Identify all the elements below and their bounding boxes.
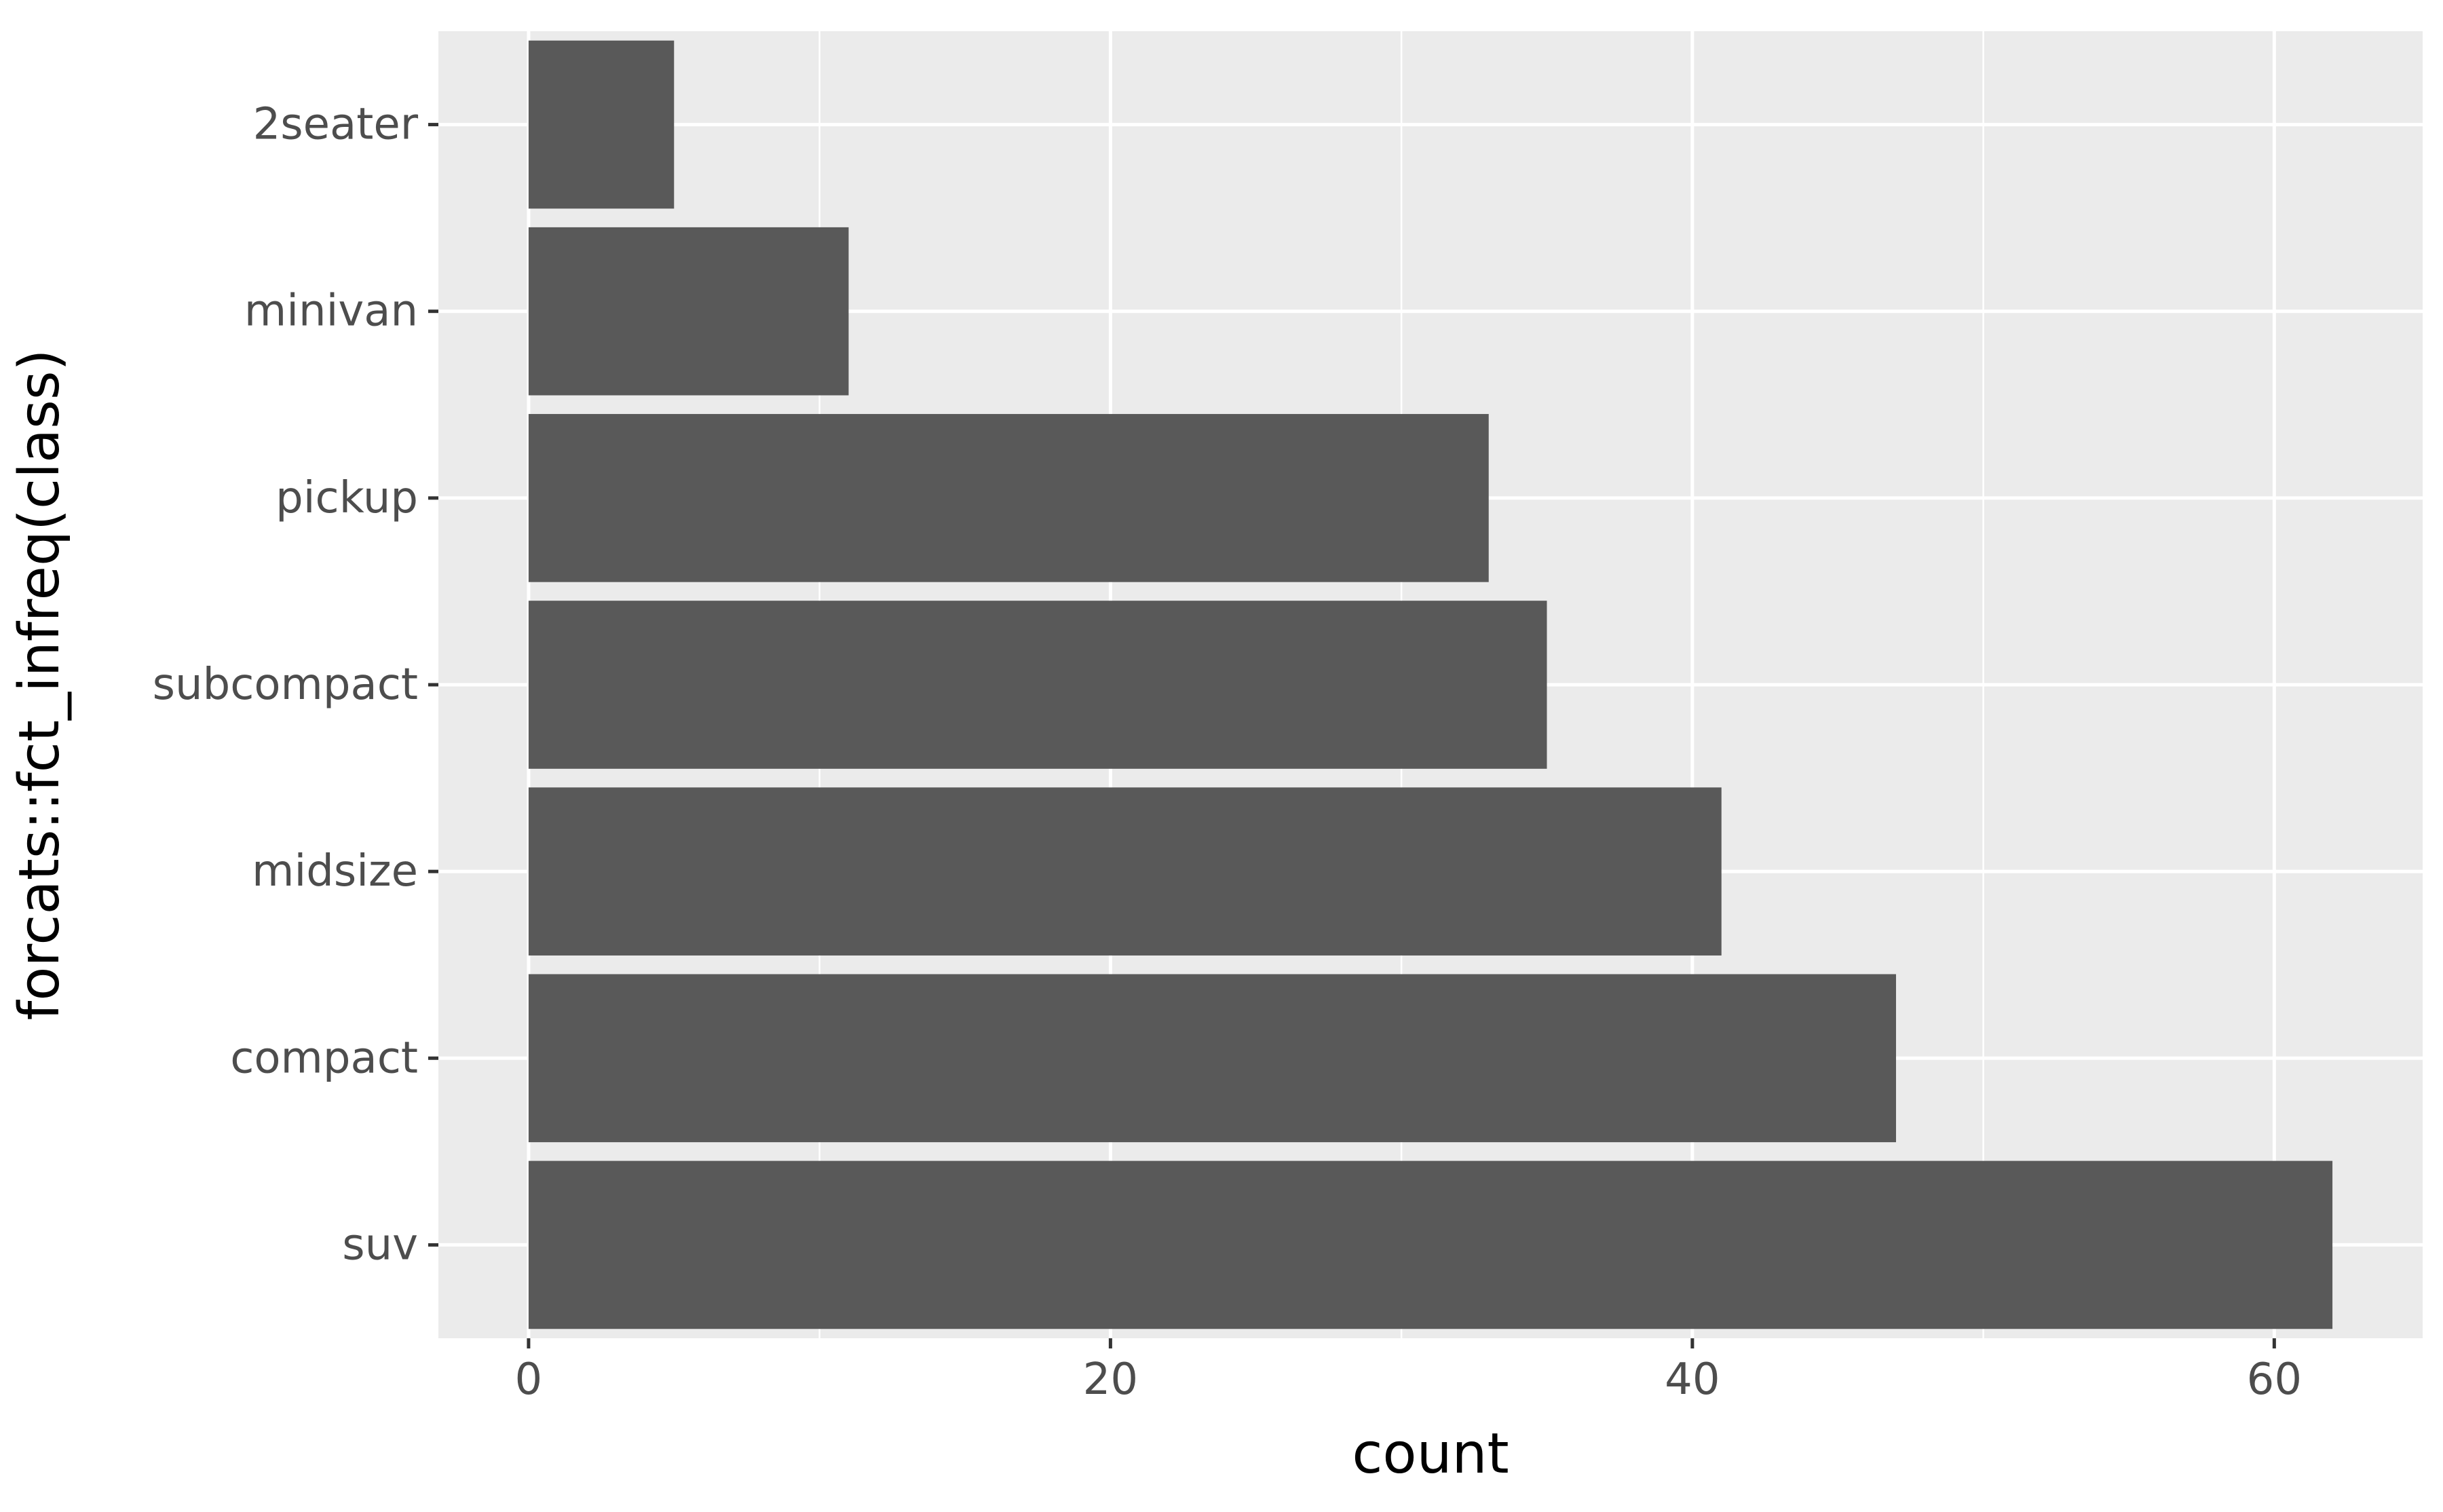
x-tick-label: 20 [1083,1355,1138,1405]
x-tick-label: 60 [2247,1355,2302,1405]
y-tick-label: midsize [252,846,418,896]
x-axis-title: count [1352,1422,1509,1486]
y-tick-label: compact [230,1033,418,1083]
bar-2seater [528,40,675,209]
y-tick-label: pickup [276,473,418,523]
bar-midsize [528,787,1722,956]
x-tick-label: 40 [1665,1355,1720,1405]
y-tick-label: subcompact [153,660,418,710]
y-tick-label: 2seater [253,100,419,150]
y-tick-label: suv [342,1220,418,1270]
x-axis: 0 20 40 60 [515,1338,2302,1405]
y-axis-title: forcats::fct_infreq(class) [7,349,72,1020]
bar-pickup [528,414,1489,582]
y-tick-label: minivan [244,286,418,337]
y-axis: 2seater minivan pickup subcompact midsize com… [153,100,438,1270]
bar-subcompact [528,601,1547,769]
x-tick-label: 0 [515,1355,543,1405]
bars [528,40,2333,1329]
bar-suv [528,1160,2333,1329]
bar-compact [528,974,1896,1143]
bar-minivan [528,227,849,396]
